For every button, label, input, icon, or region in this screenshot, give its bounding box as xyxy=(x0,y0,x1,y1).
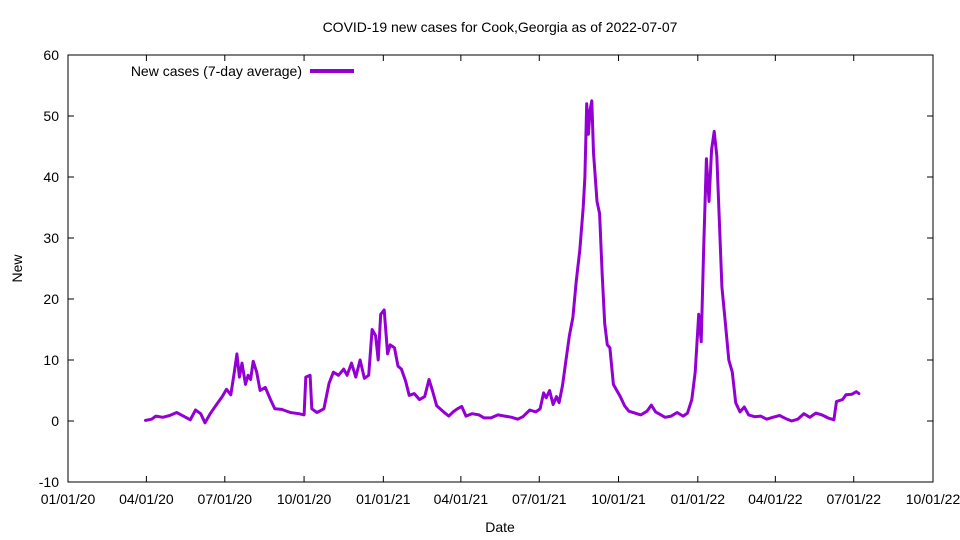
x-tick-label: 01/01/22 xyxy=(671,491,726,507)
series-line xyxy=(144,99,861,425)
y-tick-label: 60 xyxy=(43,47,59,63)
y-tick-label: 50 xyxy=(43,108,59,124)
x-tick-label: 01/01/21 xyxy=(356,491,411,507)
x-tick-label: 04/01/21 xyxy=(434,491,489,507)
chart-title: COVID-19 new cases for Cook,Georgia as o… xyxy=(323,19,678,35)
x-tick-label: 04/01/20 xyxy=(119,491,174,507)
legend: New cases (7-day average) xyxy=(131,63,354,79)
y-tick-label: 40 xyxy=(43,169,59,185)
legend-label: New cases (7-day average) xyxy=(131,63,302,79)
x-tick-label: 07/01/20 xyxy=(198,491,253,507)
y-tick-label: -10 xyxy=(39,474,59,490)
plot-area-frame xyxy=(67,54,934,483)
x-tick-label: 10/01/21 xyxy=(591,491,646,507)
y-tick-label: 10 xyxy=(43,352,59,368)
y-tick-label: 20 xyxy=(43,291,59,307)
y-axis-label: New xyxy=(9,254,25,283)
x-tick-label: 10/01/22 xyxy=(906,491,960,507)
x-tick-label: 07/01/22 xyxy=(826,491,881,507)
x-tick-label: 10/01/20 xyxy=(277,491,332,507)
x-axis-label: Date xyxy=(485,519,515,535)
series-layer xyxy=(144,99,861,425)
x-tick-label: 04/01/22 xyxy=(748,491,803,507)
y-tick-label: 30 xyxy=(43,230,59,246)
y-axis: -10 0 10 20 30 40 50 60 xyxy=(39,47,933,490)
x-axis: 01/01/20 04/01/20 07/01/20 10/01/20 01/01/21… xyxy=(41,55,960,507)
y-tick-label: 0 xyxy=(51,413,59,429)
x-tick-label: 01/01/20 xyxy=(41,491,96,507)
x-tick-label: 07/01/21 xyxy=(512,491,567,507)
